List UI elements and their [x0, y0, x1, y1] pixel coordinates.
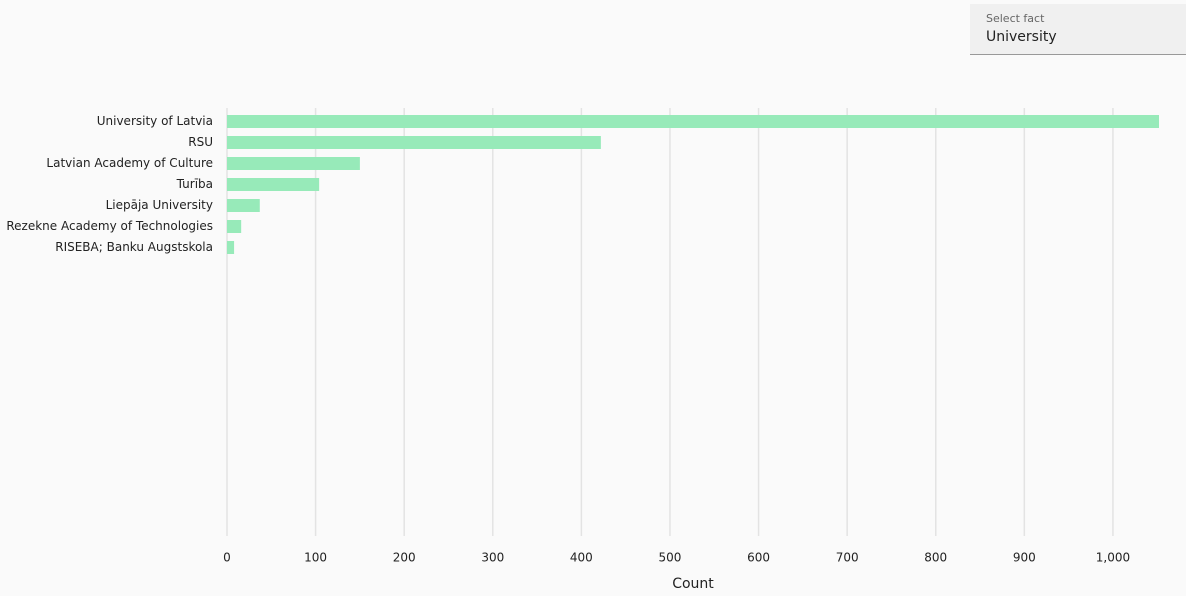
x-tick-label: 600	[747, 551, 770, 565]
x-tick-label: 500	[659, 551, 682, 565]
y-tick-label: Turība	[176, 177, 213, 191]
x-tick-label: 0	[223, 551, 231, 565]
y-tick-label: Rezekne Academy of Technologies	[6, 219, 213, 233]
bar	[227, 241, 235, 254]
x-tick-label: 800	[924, 551, 947, 565]
y-tick-label: Liepāja University	[106, 198, 213, 212]
x-tick-label: 100	[304, 551, 327, 565]
x-tick-label: 300	[481, 551, 504, 565]
x-tick-label: 200	[393, 551, 416, 565]
x-tick-label: 700	[836, 551, 859, 565]
bar	[227, 199, 260, 212]
x-tick-label: 900	[1013, 551, 1036, 565]
bar	[227, 157, 360, 170]
select-label: Select fact	[986, 12, 1045, 25]
bar	[227, 178, 320, 191]
x-tick-label: 1,000	[1096, 551, 1130, 565]
select-fact[interactable]: Select fact University	[970, 4, 1186, 55]
x-axis-label: Count	[672, 576, 714, 592]
y-tick-label: Latvian Academy of Culture	[46, 156, 213, 170]
bar	[227, 115, 1159, 128]
select-value: University	[986, 29, 1057, 45]
bar	[227, 136, 601, 149]
bar	[227, 220, 242, 233]
y-tick-label: RSU	[188, 135, 213, 149]
y-tick-label: University of Latvia	[97, 114, 213, 128]
x-tick-label: 400	[570, 551, 593, 565]
y-tick-label: RISEBA; Banku Augstskola	[55, 240, 213, 254]
